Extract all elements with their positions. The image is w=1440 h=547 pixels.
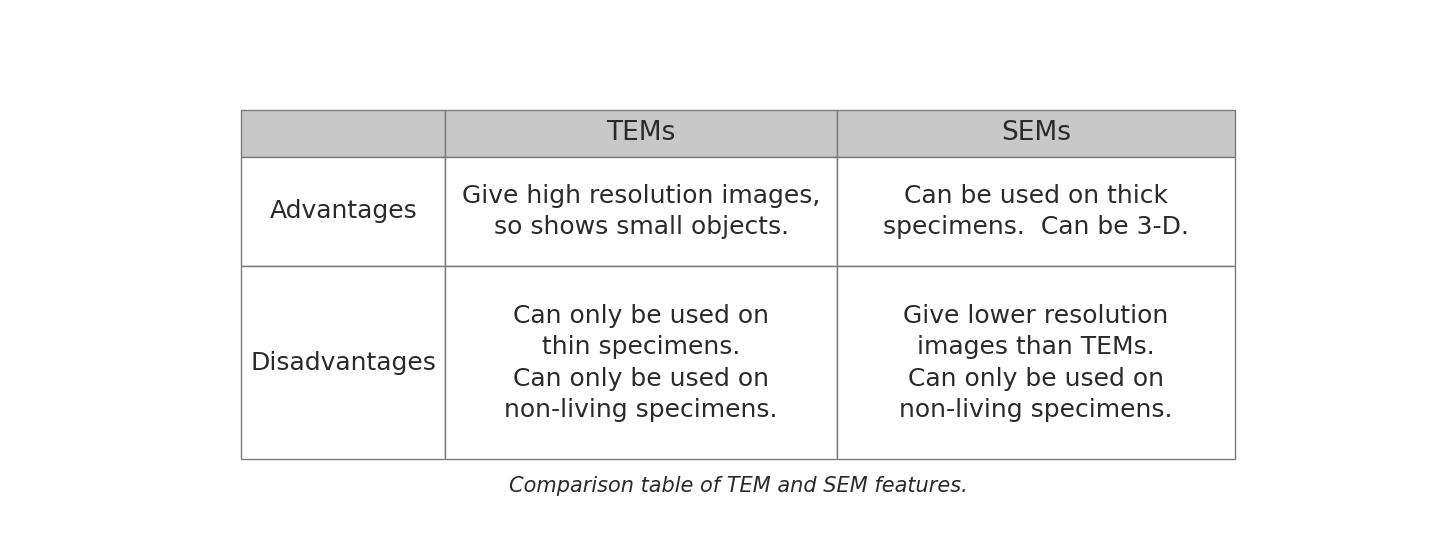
Bar [837,266,1234,459]
Bar [837,156,1234,266]
Bar [242,110,445,156]
Bar [242,266,445,459]
Text: Give high resolution images,
so shows small objects.: Give high resolution images, so shows sm… [462,184,821,239]
Bar [445,156,837,266]
Text: Can only be used on
thin specimens.
Can only be used on
non-living specimens.: Can only be used on thin specimens. Can … [504,304,778,422]
Bar [837,110,1234,156]
Text: Comparison table of TEM and SEM features.: Comparison table of TEM and SEM features… [508,476,968,496]
Text: Disadvantages: Disadvantages [251,351,436,375]
Text: Advantages: Advantages [269,200,418,224]
Bar [445,266,837,459]
Bar [445,110,837,156]
Text: Give lower resolution
images than TEMs.
Can only be used on
non-living specimens: Give lower resolution images than TEMs. … [899,304,1172,422]
Text: TEMs: TEMs [606,120,675,146]
Text: Can be used on thick
specimens.  Can be 3-D.: Can be used on thick specimens. Can be 3… [883,184,1189,239]
Bar [242,156,445,266]
Text: SEMs: SEMs [1001,120,1071,146]
